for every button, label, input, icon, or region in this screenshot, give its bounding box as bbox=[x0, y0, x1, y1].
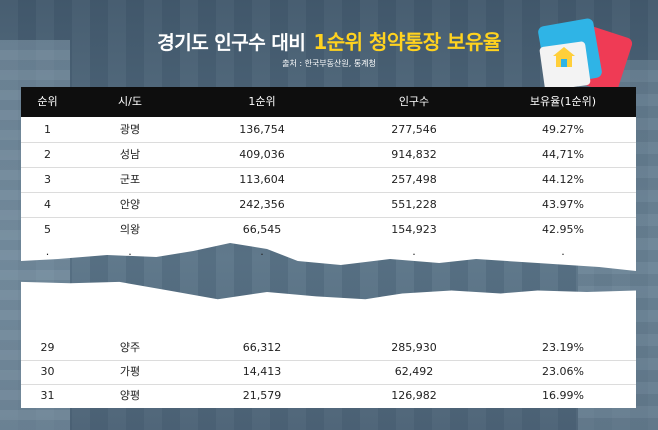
cell-rank: 29 bbox=[40, 341, 55, 354]
cell-rank: 1 bbox=[44, 123, 51, 136]
cell-first-rank: 14,413 bbox=[242, 365, 282, 378]
table-row: 5 의왕 66,545 154,923 42.95% bbox=[21, 218, 636, 242]
ellipsis: . bbox=[128, 245, 132, 258]
cell-ratio: 42.95% bbox=[542, 223, 584, 236]
cell-city: 양주 bbox=[119, 341, 141, 354]
cell-ratio: 49.27% bbox=[542, 123, 584, 136]
header-population: 인구수 bbox=[398, 95, 430, 108]
cell-population: 257,498 bbox=[391, 173, 437, 186]
cell-rank: 30 bbox=[40, 365, 55, 378]
cell-population: 285,930 bbox=[391, 341, 437, 354]
cell-first-rank: 21,579 bbox=[242, 389, 282, 402]
table-row: 29 양주 66,312 285,930 23.19% bbox=[21, 336, 636, 361]
cell-city: 양평 bbox=[119, 389, 141, 402]
cell-population: 154,923 bbox=[391, 223, 437, 236]
cell-first-rank: 409,036 bbox=[239, 148, 285, 161]
cell-city: 군포 bbox=[119, 173, 141, 186]
cell-ratio: 43.97% bbox=[542, 198, 584, 211]
cell-ratio: 23.19% bbox=[542, 341, 584, 354]
cell-rank: 31 bbox=[40, 389, 55, 402]
cell-population: 551,228 bbox=[391, 198, 437, 211]
cell-city: 광명 bbox=[119, 123, 141, 136]
cell-population: 126,982 bbox=[391, 389, 437, 402]
source-note: 출처 : 한국부동산원, 통계청 bbox=[282, 59, 376, 68]
title-main: 경기도 인구수 대비 bbox=[157, 32, 306, 54]
cell-ratio: 16.99% bbox=[542, 389, 584, 402]
cell-first-rank: 242,356 bbox=[239, 198, 285, 211]
table-top-panel bbox=[21, 87, 636, 271]
cell-rank: 3 bbox=[44, 173, 51, 186]
cell-ratio: 23.06% bbox=[542, 365, 584, 378]
house-icon bbox=[553, 47, 575, 67]
cell-ratio: 44.12% bbox=[542, 173, 584, 186]
cell-city: 가평 bbox=[119, 365, 141, 378]
table-row: 31 양평 21,579 126,982 16.99% bbox=[21, 384, 636, 408]
cell-population: 914,832 bbox=[391, 148, 437, 161]
table-row: 30 가평 14,413 62,492 23.06% bbox=[21, 360, 636, 385]
title-highlight: 1순위 청약통장 보유율 bbox=[313, 30, 501, 54]
page-title: 경기도 인구수 대비 1순위 청약통장 보유율 bbox=[0, 26, 658, 55]
cell-population: 277,546 bbox=[391, 123, 437, 136]
cell-first-rank: 113,604 bbox=[239, 173, 285, 186]
cell-rank: 2 bbox=[44, 148, 51, 161]
table-row: 1 광명 136,754 277,546 49.27% bbox=[21, 118, 636, 143]
table-row: 3 군포 113,604 257,498 44.12% bbox=[21, 168, 636, 193]
header-city: 시/도 bbox=[118, 95, 142, 108]
cell-city: 안양 bbox=[119, 198, 141, 211]
cell-ratio: 44,71% bbox=[542, 148, 584, 161]
ellipsis: . bbox=[412, 245, 416, 258]
cell-city: 성남 bbox=[119, 148, 141, 161]
ellipsis: . bbox=[561, 245, 565, 258]
cell-city: 의왕 bbox=[119, 223, 141, 236]
header-ratio: 보유율(1순위) bbox=[529, 95, 597, 108]
cell-first-rank: 136,754 bbox=[239, 123, 285, 136]
cell-population: 62,492 bbox=[394, 365, 434, 378]
cell-first-rank: 66,545 bbox=[242, 223, 282, 236]
table-bottom-panel bbox=[21, 281, 636, 408]
header-rank: 순위 bbox=[37, 95, 58, 108]
cell-rank: 5 bbox=[44, 223, 51, 236]
table-header: 순위 시/도 1순위 인구수 보유율(1순위) bbox=[21, 87, 636, 117]
ellipsis-row: . . . . . bbox=[21, 245, 636, 261]
savings-card-icon bbox=[522, 16, 634, 95]
header-first-rank: 1순위 bbox=[248, 95, 276, 108]
table-row: 2 성남 409,036 914,832 44,71% bbox=[21, 143, 636, 168]
ellipsis: . bbox=[45, 245, 50, 258]
table-row: 4 안양 242,356 551,228 43.97% bbox=[21, 193, 636, 218]
ellipsis: . bbox=[260, 245, 264, 258]
cell-first-rank: 66,312 bbox=[242, 341, 282, 354]
cell-rank: 4 bbox=[44, 198, 51, 211]
